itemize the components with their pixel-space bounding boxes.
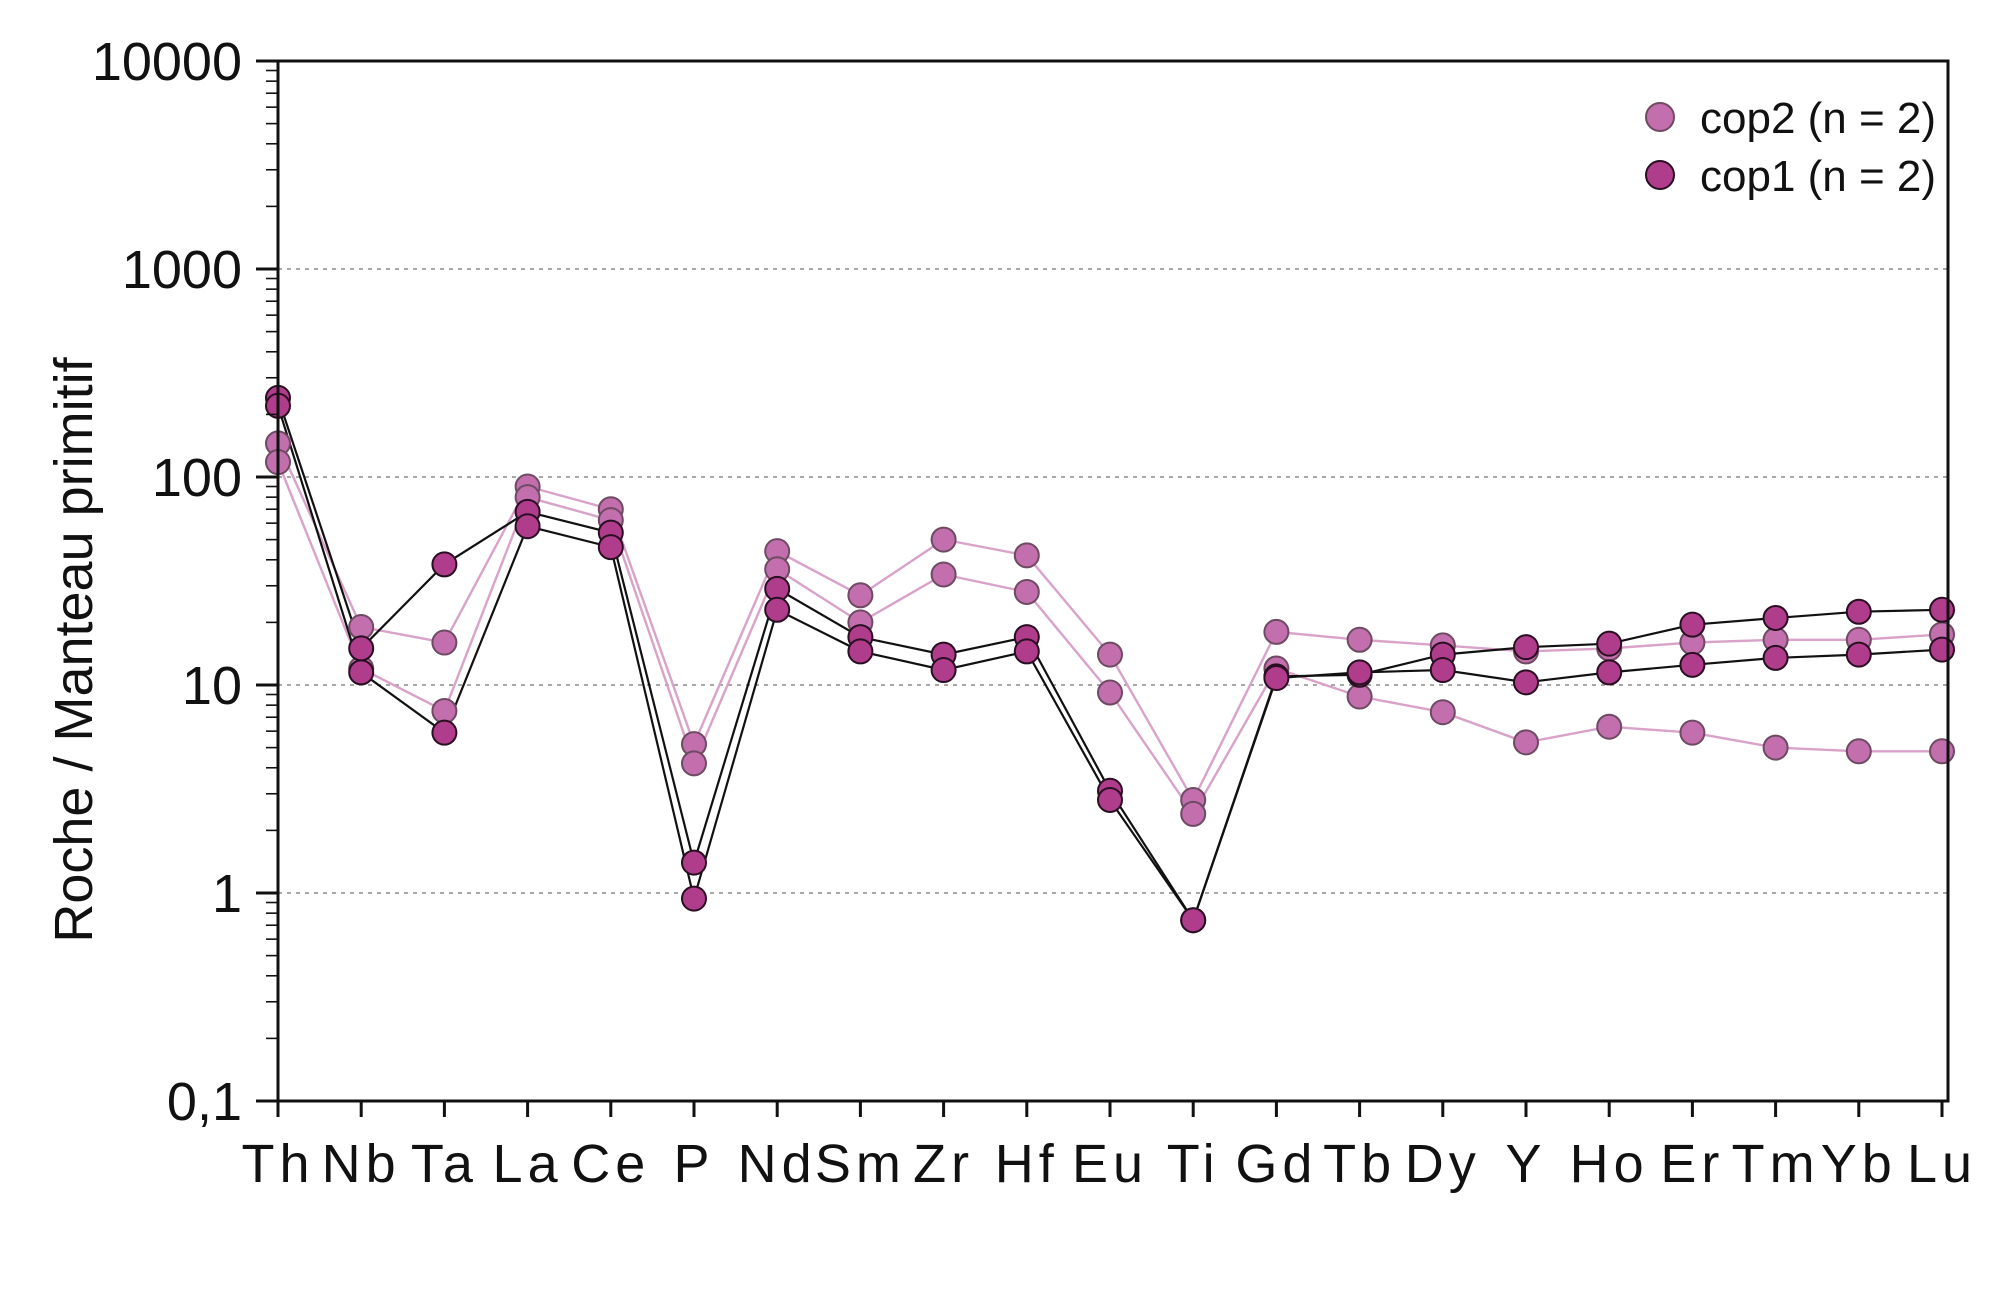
legend-label: cop2 (n = 2)	[1700, 94, 1936, 143]
data-point	[1013, 542, 1040, 569]
data-point	[1679, 651, 1706, 678]
data-point	[1013, 638, 1040, 665]
y-tick-label: 100	[152, 448, 242, 508]
data-point	[1097, 786, 1123, 813]
x-tick-label: Gd	[1235, 1134, 1317, 1194]
y-tick-label: 1000	[122, 240, 242, 300]
x-tick-label: Ti	[1167, 1134, 1220, 1194]
data-point	[348, 635, 375, 662]
y-tick-label: 10	[182, 656, 242, 716]
x-tick-label: Nd	[738, 1134, 817, 1194]
x-tick-label: Lu	[1907, 1134, 1977, 1194]
data-point	[764, 596, 791, 623]
data-point	[930, 526, 957, 553]
data-point	[847, 582, 874, 609]
legend-marker	[1645, 102, 1675, 132]
data-point	[1263, 665, 1290, 692]
data-point	[431, 629, 458, 656]
series-points	[265, 384, 1955, 934]
data-point	[1679, 719, 1706, 746]
data-point	[681, 885, 707, 912]
data-point	[1845, 598, 1872, 625]
data-point	[1513, 634, 1539, 661]
data-point	[1845, 738, 1872, 765]
data-point	[1097, 679, 1123, 706]
data-point	[597, 534, 624, 561]
data-point	[1097, 641, 1123, 668]
data-point	[1263, 618, 1290, 645]
y-tick-label: 1	[212, 864, 242, 924]
data-point	[1929, 596, 1955, 623]
data-point	[847, 638, 874, 665]
y-axis-title: Roche / Manteau primitif	[44, 356, 104, 942]
x-tick-label: La	[493, 1134, 563, 1194]
x-tick-label: Y	[1505, 1134, 1546, 1194]
data-point	[1346, 659, 1373, 686]
x-tick-label: Ce	[571, 1134, 650, 1194]
data-point	[431, 551, 458, 578]
data-point	[1679, 611, 1706, 638]
data-point	[1762, 734, 1789, 761]
x-tick-label: Sm	[815, 1134, 906, 1194]
x-tick-label: Th	[241, 1134, 314, 1194]
data-point	[1013, 578, 1040, 605]
x-tick-label: P	[673, 1134, 714, 1194]
data-point	[1346, 683, 1373, 710]
x-tick-label: Dy	[1405, 1134, 1481, 1194]
data-point	[1762, 604, 1789, 631]
data-point	[1762, 644, 1789, 671]
y-tick-label: 10000	[92, 32, 242, 92]
data-point	[1180, 800, 1207, 827]
plot-frame	[276, 59, 1950, 1103]
legend-marker	[1645, 160, 1675, 190]
data-point	[681, 750, 707, 777]
legend: cop2 (n = 2) cop1 (n = 2)	[1645, 94, 1936, 201]
data-point	[431, 697, 458, 724]
data-point	[681, 849, 707, 876]
x-tick-label: Zr	[913, 1134, 974, 1194]
x-tick-label: Hf	[995, 1134, 1059, 1194]
y-tick-label: 0,1	[167, 1072, 242, 1132]
data-point	[1429, 699, 1456, 726]
data-point	[1513, 669, 1539, 696]
x-tick-label: Ho	[1570, 1134, 1649, 1194]
data-point	[1429, 657, 1456, 684]
x-tick-label: Yb	[1821, 1134, 1897, 1194]
data-point	[930, 561, 957, 588]
data-point	[1346, 626, 1373, 653]
y-axis: 0,1 1 10 100 1000 10000	[92, 32, 278, 1132]
x-tick-label: Nb	[322, 1134, 401, 1194]
data-point	[514, 513, 541, 540]
data-point	[1845, 641, 1872, 668]
x-tick-label: Eu	[1072, 1134, 1148, 1194]
data-point	[1929, 738, 1955, 765]
data-point	[1596, 659, 1623, 686]
x-tick-label: Tm	[1732, 1134, 1820, 1194]
x-tick-label: Tb	[1323, 1134, 1396, 1194]
data-point	[1596, 630, 1623, 657]
data-point	[348, 659, 375, 686]
data-point	[1513, 729, 1539, 756]
x-tick-label: Er	[1660, 1134, 1724, 1194]
data-point	[930, 657, 957, 684]
data-point	[1929, 636, 1955, 663]
data-point	[431, 719, 458, 746]
legend-label: cop1 (n = 2)	[1700, 152, 1936, 201]
x-tick-label: Ta	[411, 1134, 478, 1194]
data-point	[1180, 907, 1207, 934]
data-point	[1596, 713, 1623, 740]
